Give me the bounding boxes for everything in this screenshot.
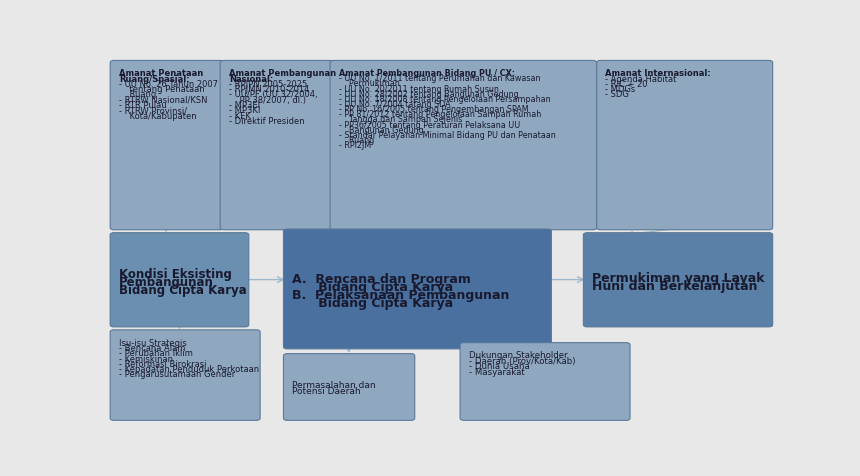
Text: Bidang Cipta Karya: Bidang Cipta Karya — [292, 281, 453, 294]
Text: A.  Rencana dan Program: A. Rencana dan Program — [292, 273, 471, 286]
Text: Bidang Cipta Karya: Bidang Cipta Karya — [119, 284, 247, 297]
Text: Nasional:: Nasional: — [229, 75, 273, 83]
Text: - RPJMN 2010-2014: - RPJMN 2010-2014 — [229, 85, 310, 94]
Text: - RPJPN 2005-2025: - RPJPN 2005-2025 — [229, 80, 307, 89]
Text: Kondisi Eksisting: Kondisi Eksisting — [119, 268, 231, 281]
Text: - Agenda Habitat: - Agenda Habitat — [605, 75, 677, 83]
Text: - MDGs: - MDGs — [605, 85, 636, 94]
Text: - UU No. 20/2011 tentang Rumah Susun: - UU No. 20/2011 tentang Rumah Susun — [339, 85, 499, 94]
Text: - Kepadatan Penduduk Perkotaan: - Kepadatan Penduduk Perkotaan — [119, 365, 259, 374]
Text: Permukiman yang Layak: Permukiman yang Layak — [592, 272, 765, 285]
Text: Potensi Daerah: Potensi Daerah — [292, 387, 360, 396]
FancyBboxPatch shape — [110, 330, 260, 420]
Text: - Dunia Usaha: - Dunia Usaha — [469, 362, 530, 371]
Text: - Kemiskinan: - Kemiskinan — [119, 355, 173, 364]
Text: Amanat Pembangunan Bidang PU / CX:: Amanat Pembangunan Bidang PU / CX: — [339, 69, 515, 78]
Text: - RPI2JM: - RPI2JM — [339, 141, 371, 150]
Text: Ruang: Ruang — [339, 136, 374, 145]
Text: tentang Penataan: tentang Penataan — [119, 85, 205, 94]
FancyBboxPatch shape — [220, 60, 334, 230]
FancyBboxPatch shape — [110, 233, 249, 327]
Text: - Standar Pelayanan Minimal Bidang PU dan Penataan: - Standar Pelayanan Minimal Bidang PU da… — [339, 131, 556, 140]
Text: B.  Pelaksanaan Pembangunan: B. Pelaksanaan Pembangunan — [292, 289, 509, 302]
Text: - UU/PF (UU 32/2004,: - UU/PF (UU 32/2004, — [229, 90, 317, 99]
Text: - Daerah (Prov/Kota/Kab): - Daerah (Prov/Kota/Kab) — [469, 357, 575, 366]
Text: Bidang Cipta Karya: Bidang Cipta Karya — [292, 297, 453, 310]
Text: Permukiman: Permukiman — [339, 79, 400, 89]
Text: Amanat Pembangunan: Amanat Pembangunan — [229, 69, 336, 78]
FancyBboxPatch shape — [284, 354, 415, 420]
Text: - Bencana Alam: - Bencana Alam — [119, 344, 185, 353]
Text: - RTRW Provinsi/: - RTRW Provinsi/ — [119, 107, 187, 115]
Text: Bangunan Gedung: Bangunan Gedung — [339, 126, 423, 135]
Text: - SDG: - SDG — [605, 90, 630, 99]
Text: - Masyarakat: - Masyarakat — [469, 368, 525, 377]
Text: Ruang/Spasial:: Ruang/Spasial: — [119, 75, 189, 83]
FancyBboxPatch shape — [583, 233, 772, 327]
Text: - MP3KI: - MP3KI — [229, 107, 261, 115]
Text: - RTRW Nasional/KSN: - RTRW Nasional/KSN — [119, 96, 207, 105]
Text: - UU No. 7/2004 tatang SDA: - UU No. 7/2004 tatang SDA — [339, 100, 451, 109]
Text: - RTR Pulau: - RTR Pulau — [119, 101, 167, 110]
Text: - UU No. 28/2002 tentang Bangunan Gedung: - UU No. 28/2002 tentang Bangunan Gedung — [339, 90, 519, 99]
Text: Dukungan Stakeholder: Dukungan Stakeholder — [469, 351, 568, 360]
Text: Ruang: Ruang — [119, 90, 156, 99]
Text: - RIC + 20: - RIC + 20 — [605, 80, 648, 89]
Text: - UU No. 1/2011 tentang Perumahan dan Kawasan: - UU No. 1/2011 tentang Perumahan dan Ka… — [339, 74, 540, 83]
Text: - PP36/2005 tentang Peraturan Pelaksana UU: - PP36/2005 tentang Peraturan Pelaksana … — [339, 120, 520, 129]
Text: - UU No. 18/2008 tentang Pengelolaan Persampahan: - UU No. 18/2008 tentang Pengelolaan Per… — [339, 95, 550, 104]
Text: - MP3EI: - MP3EI — [229, 101, 260, 110]
Text: - KEK: - KEK — [229, 112, 250, 121]
Text: Kota/Kabupaten: Kota/Kabupaten — [119, 112, 196, 121]
FancyBboxPatch shape — [330, 60, 597, 230]
Text: Permasalahan dan: Permasalahan dan — [292, 381, 376, 390]
Text: Isu-isu Strategis: Isu-isu Strategis — [119, 338, 187, 347]
Text: Amanat Penataan: Amanat Penataan — [119, 69, 203, 78]
Text: Tangga dan Sampah Sejenis: Tangga dan Sampah Sejenis — [339, 116, 462, 124]
Text: - PP 81/2012 tentang Pengelolaan Sampah Rumah: - PP 81/2012 tentang Pengelolaan Sampah … — [339, 110, 541, 119]
Text: Huni dan Berkelanjutan: Huni dan Berkelanjutan — [592, 280, 758, 293]
Text: Pembangunan: Pembangunan — [119, 276, 213, 289]
FancyBboxPatch shape — [110, 60, 224, 230]
FancyBboxPatch shape — [460, 343, 630, 420]
Text: - PP No. 16/2005 tentang Pengembangan SPAM: - PP No. 16/2005 tentang Pengembangan SP… — [339, 105, 528, 114]
FancyBboxPatch shape — [597, 60, 772, 230]
Text: - Direktif Presiden: - Direktif Presiden — [229, 117, 304, 126]
Text: - Reformasi Birokrasi: - Reformasi Birokrasi — [119, 360, 206, 369]
Text: - Perubahan Iklim: - Perubahan Iklim — [119, 349, 193, 358]
Text: - UU No. 26 Tahun 2007: - UU No. 26 Tahun 2007 — [119, 80, 218, 89]
Text: - Pengarusutamaan Gender: - Pengarusutamaan Gender — [119, 370, 235, 379]
FancyBboxPatch shape — [284, 229, 551, 349]
Text: Amanat Internasional:: Amanat Internasional: — [605, 69, 711, 78]
Text: PP 38/2007, dl.): PP 38/2007, dl.) — [229, 96, 306, 105]
